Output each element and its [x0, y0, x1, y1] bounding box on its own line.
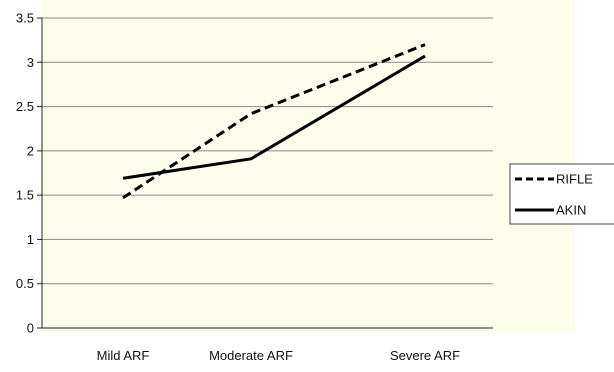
y-tick-label: 2.5 [16, 99, 34, 114]
y-tick-label: 3 [27, 55, 34, 70]
y-tick-label: 1.5 [16, 188, 34, 203]
y-tick-label: 0 [27, 321, 34, 336]
x-tick-label: Mild ARF [97, 348, 150, 363]
series-line-akin [122, 54, 426, 180]
axis-layer: 0 0.5 1 1.5 2 2.5 3 3.5 Mild ARF Moderate ARF Seve… [16, 11, 493, 363]
legend-background [509, 163, 614, 225]
y-tick-label: 3.5 [16, 11, 34, 26]
legend-label: RIFLE [556, 172, 593, 187]
x-tick-label: Severe ARF [390, 348, 460, 363]
y-tick-label: 1 [27, 232, 34, 247]
y-tick-label: 0.5 [16, 276, 34, 291]
y-tick-label: 2 [27, 143, 34, 158]
series-layer [122, 43, 426, 200]
legend-label: AKIN [556, 203, 586, 218]
x-tick-label: Moderate ARF [209, 348, 293, 363]
legend: RIFLE AKIN [515, 172, 593, 218]
plot-area [42, 0, 575, 332]
